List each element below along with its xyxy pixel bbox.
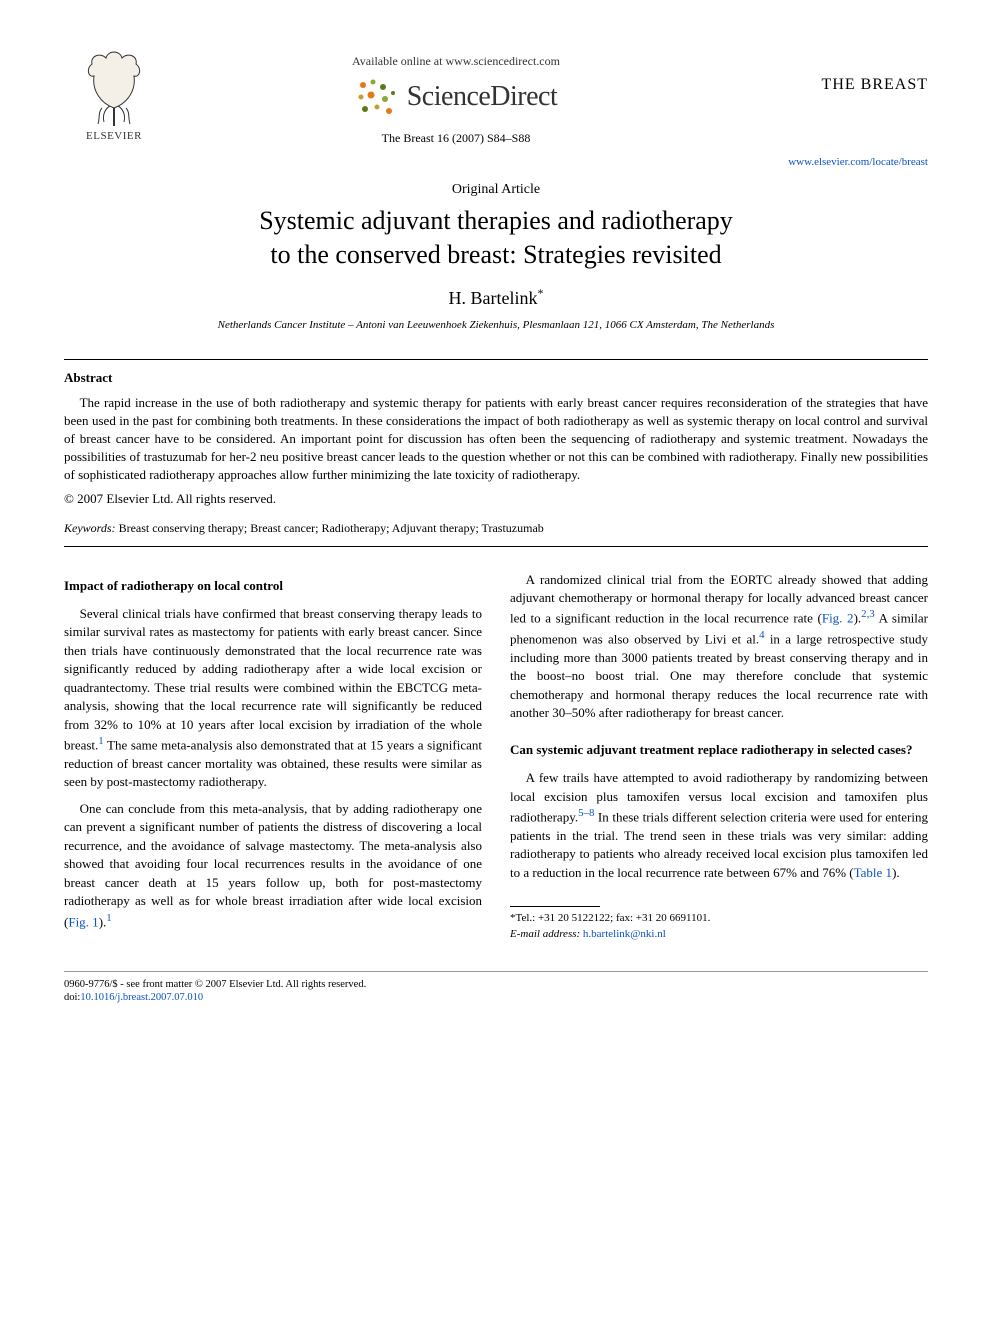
ref-1b[interactable]: 1	[106, 912, 111, 924]
author-line: H. Bartelink*	[64, 286, 928, 309]
sciencedirect-swirl-icon	[355, 77, 399, 117]
keywords-line: Keywords: Breast conserving therapy; Bre…	[64, 521, 928, 536]
footer-text: 0960-9776/$ - see front matter © 2007 El…	[64, 978, 928, 1005]
front-matter-line: 0960-9776/$ - see front matter © 2007 El…	[64, 978, 928, 992]
affiliation: Netherlands Cancer Institute – Antoni va…	[64, 319, 928, 331]
journal-title: THE BREAST	[748, 76, 928, 94]
journal-url-link[interactable]: www.elsevier.com/locate/breast	[788, 156, 928, 168]
section-2-para-1: A few trails have attempted to avoid rad…	[510, 769, 928, 882]
footnote-email-line: E-mail address: h.bartelink@nki.nl	[510, 927, 928, 943]
keywords-list: Breast conserving therapy; Breast cancer…	[119, 521, 544, 535]
divider-bottom	[64, 546, 928, 547]
footer-divider	[64, 971, 928, 972]
table-1-link[interactable]: Table 1	[854, 865, 892, 880]
section-1-para-3: A randomized clinical trial from the EOR…	[510, 571, 928, 723]
elsevier-logo-block: ELSEVIER	[64, 48, 164, 142]
body-columns: Impact of radiotherapy on local control …	[64, 571, 928, 943]
keywords-label: Keywords:	[64, 521, 116, 535]
sciencedirect-logo: ScienceDirect	[164, 77, 748, 117]
section-1-para-2: One can conclude from this meta-analysis…	[64, 800, 482, 932]
article-title: Systemic adjuvant therapies and radiothe…	[64, 204, 928, 272]
abstract-copyright: © 2007 Elsevier Ltd. All rights reserved…	[64, 491, 928, 507]
ref-2-3[interactable]: 2,3	[861, 608, 875, 620]
journal-block: THE BREAST www.elsevier.com/locate/breas…	[748, 48, 928, 170]
footnote-tel: *Tel.: +31 20 5122122; fax: +31 20 66911…	[510, 911, 928, 927]
divider-top	[64, 359, 928, 360]
email-label: E-mail address:	[510, 928, 580, 940]
header-row: ELSEVIER Available online at www.science…	[64, 48, 928, 170]
abstract-label: Abstract	[64, 370, 928, 386]
citation-line: The Breast 16 (2007) S84–S88	[164, 131, 748, 146]
fig-1-link[interactable]: Fig. 1	[68, 914, 98, 929]
elsevier-tree-icon	[80, 48, 148, 128]
abstract-text: The rapid increase in the use of both ra…	[64, 394, 928, 485]
footnote-block: *Tel.: +31 20 5122122; fax: +31 20 66911…	[510, 906, 928, 942]
title-line-2: to the conserved breast: Strategies revi…	[270, 240, 721, 269]
doi-link[interactable]: 10.1016/j.breast.2007.07.010	[80, 992, 203, 1003]
title-line-1: Systemic adjuvant therapies and radiothe…	[259, 206, 733, 235]
doi-label: doi:	[64, 992, 80, 1003]
page: ELSEVIER Available online at www.science…	[0, 0, 992, 1045]
footnote-rule	[510, 906, 600, 907]
section-1-heading: Impact of radiotherapy on local control	[64, 577, 482, 595]
sciencedirect-text: ScienceDirect	[407, 81, 558, 113]
doi-line: doi:10.1016/j.breast.2007.07.010	[64, 991, 928, 1005]
elsevier-label: ELSEVIER	[64, 130, 164, 142]
section-2-heading: Can systemic adjuvant treatment replace …	[510, 741, 928, 759]
section-1-para-1: Several clinical trials have confirmed t…	[64, 605, 482, 792]
article-type: Original Article	[64, 182, 928, 198]
ref-5-8[interactable]: 5–8	[578, 807, 594, 819]
corresponding-marker: *	[537, 286, 543, 300]
available-online-text: Available online at www.sciencedirect.co…	[164, 54, 748, 69]
center-header: Available online at www.sciencedirect.co…	[164, 48, 748, 146]
email-link[interactable]: h.bartelink@nki.nl	[583, 928, 666, 940]
fig-2-link[interactable]: Fig. 2	[822, 611, 854, 626]
author-name: H. Bartelink	[449, 288, 538, 308]
